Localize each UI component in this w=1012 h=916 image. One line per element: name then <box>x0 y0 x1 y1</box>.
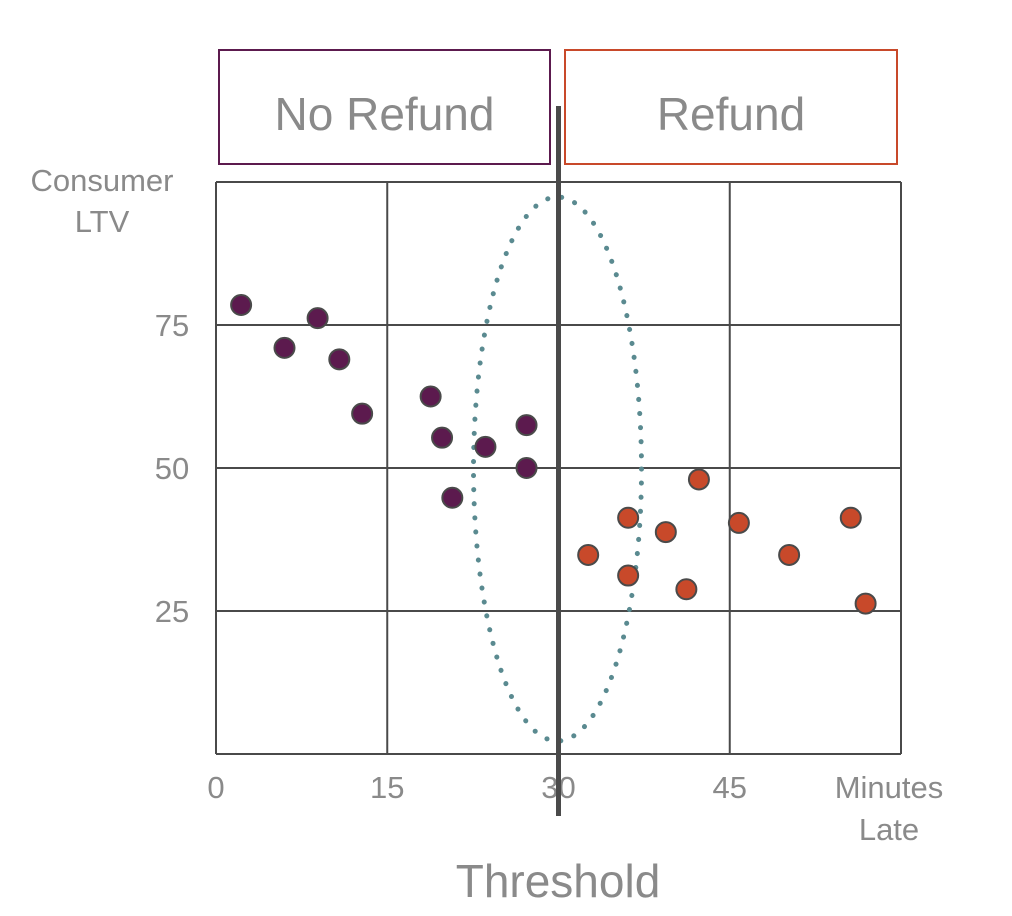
x-tick-label: 0 <box>207 770 224 805</box>
refund-point <box>675 578 698 601</box>
y-tick-labels: 25 50 75 <box>155 308 189 629</box>
no-refund-point <box>273 336 296 359</box>
refund-box <box>564 49 898 165</box>
y-axis-label-line1: Consumer <box>31 163 174 198</box>
refund-point <box>727 511 750 534</box>
x-tick-label: 15 <box>370 770 404 805</box>
no-refund-point <box>306 307 329 330</box>
refund-point <box>577 543 600 566</box>
y-tick-label: 50 <box>155 451 189 486</box>
refund-point <box>687 468 710 491</box>
y-axis-label-line2: LTV <box>75 204 130 239</box>
y-tick-label: 75 <box>155 308 189 343</box>
no-refund-point <box>431 426 454 449</box>
x-tick-labels: 0153045 <box>207 770 747 805</box>
y-tick-label: 25 <box>155 594 189 629</box>
refund-point <box>854 592 877 615</box>
no-refund-point <box>419 385 442 408</box>
refund-point <box>839 506 862 529</box>
no-refund-point <box>328 348 351 371</box>
threshold-highlight-ellipse <box>471 194 644 744</box>
threshold-label: Threshold <box>456 855 661 907</box>
no-refund-point <box>441 486 464 509</box>
refund-point <box>654 521 677 544</box>
refund-point <box>617 564 640 587</box>
x-axis-label-line1: Minutes <box>835 770 944 805</box>
refund-label: Refund <box>657 88 805 140</box>
no-refund-point <box>351 402 374 425</box>
refund-point <box>617 506 640 529</box>
no-refund-label: No Refund <box>275 88 495 140</box>
no-refund-point <box>515 457 538 479</box>
no-refund-box <box>218 49 551 165</box>
no-refund-point <box>515 414 538 437</box>
x-tick-label: 45 <box>713 770 747 805</box>
refund-point <box>778 543 801 566</box>
x-axis-label-line2: Late <box>859 812 919 847</box>
no-refund-point <box>474 435 497 458</box>
data-points <box>230 293 877 615</box>
no-refund-point <box>230 293 253 316</box>
